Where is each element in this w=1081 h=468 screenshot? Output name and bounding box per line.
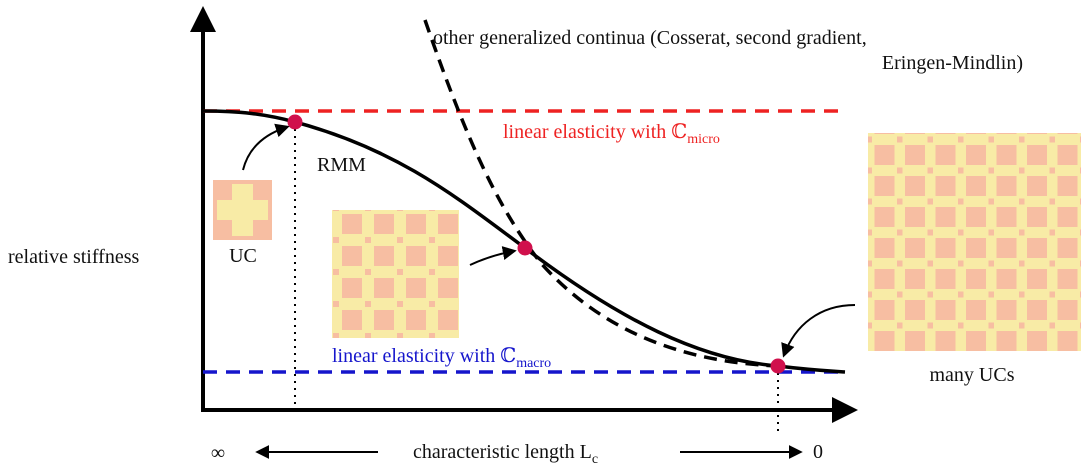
micro-text: linear elasticity with ℂ xyxy=(503,121,687,143)
x-axis-text: characteristic length L xyxy=(413,441,592,463)
generalized-curve xyxy=(423,19,779,368)
point xyxy=(770,358,786,374)
x-axis-label: characteristic length Lc xyxy=(413,441,598,467)
continua-label: other generalized continua (Cosserat, se… xyxy=(433,27,867,49)
macro-text: linear elasticity with ℂ xyxy=(332,345,516,367)
pointer-arrow xyxy=(781,304,856,358)
cell-array xyxy=(332,210,459,338)
pointer-arrow xyxy=(469,246,517,266)
continua-label: Eringen-Mindlin) xyxy=(882,52,1023,74)
x-arrowhead xyxy=(832,397,858,423)
y-arrowhead xyxy=(190,6,216,32)
point xyxy=(517,240,533,256)
point xyxy=(287,114,303,130)
x-right-label: 0 xyxy=(813,441,823,463)
micro-label: linear elasticity with ℂmicro xyxy=(503,121,720,147)
micro-subscript: micro xyxy=(687,132,720,147)
rmm-label: RMM xyxy=(317,154,366,176)
uc-label: UC xyxy=(229,245,257,267)
x-axis-subscript: c xyxy=(592,452,598,467)
macro-subscript: macro xyxy=(516,356,551,371)
cell-array-large xyxy=(868,133,1081,351)
macro-label: linear elasticity with ℂmacro xyxy=(332,345,551,371)
unit-cell xyxy=(213,180,272,240)
x-left-label: ∞ xyxy=(211,442,225,464)
pointer-arrow xyxy=(242,123,290,171)
y-axis-label: relative stiffness xyxy=(8,246,139,268)
many-ucs-label: many UCs xyxy=(930,364,1015,386)
